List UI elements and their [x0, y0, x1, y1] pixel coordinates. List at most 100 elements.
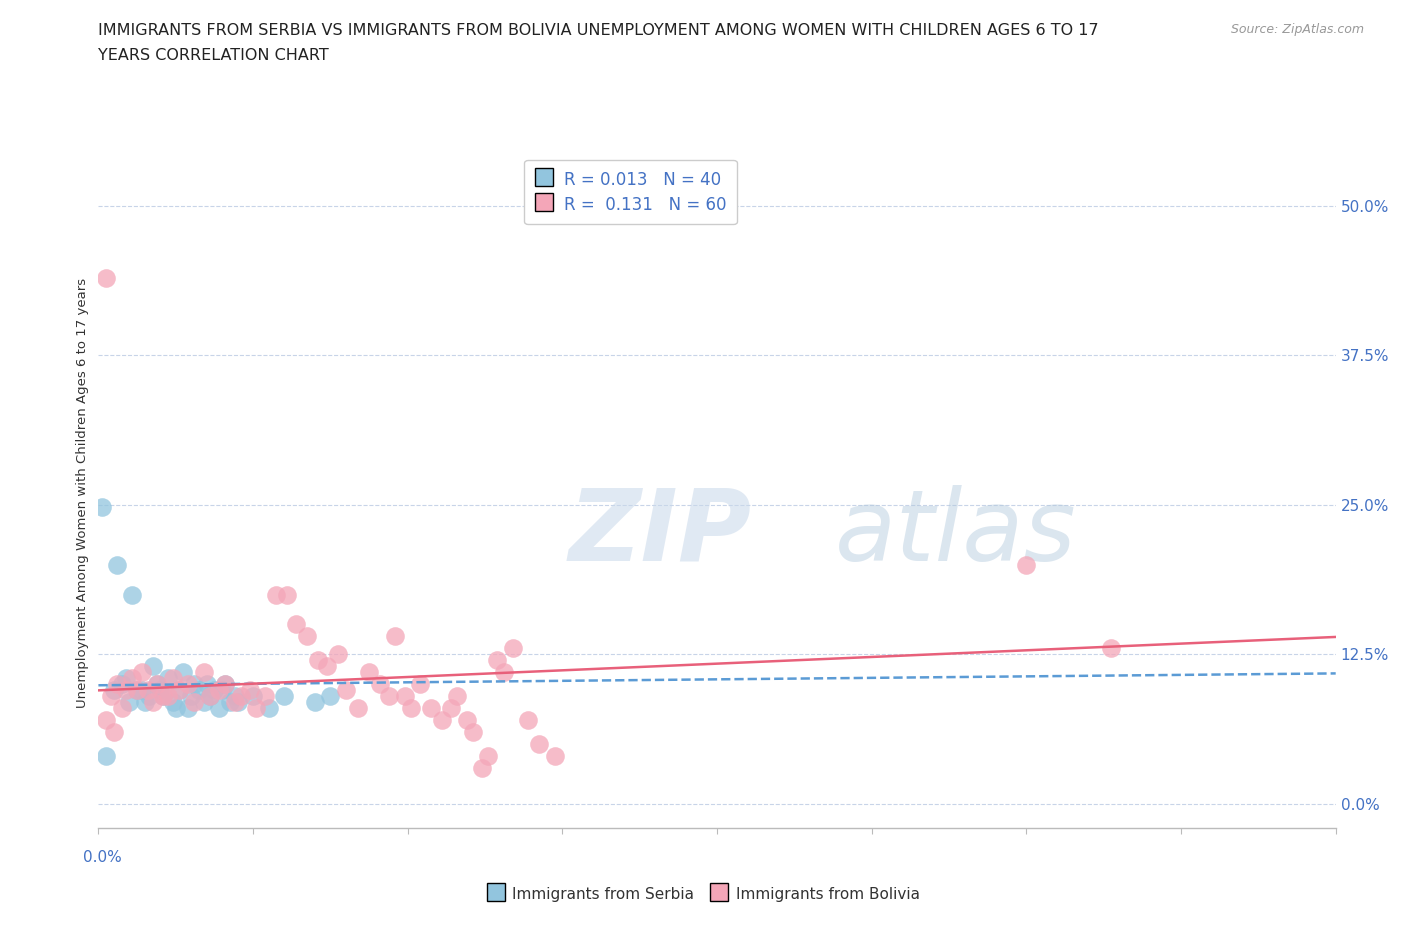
- Point: [100, 689, 122, 704]
- Point: [245, 700, 267, 715]
- Point: [1015, 557, 1038, 572]
- Point: [419, 700, 441, 715]
- Y-axis label: Unemployment Among Women with Children Ages 6 to 17 years: Unemployment Among Women with Children A…: [76, 278, 89, 708]
- Point: [121, 587, 143, 602]
- Point: [138, 689, 160, 704]
- Point: [486, 653, 509, 668]
- Point: [162, 671, 184, 685]
- Point: [316, 658, 339, 673]
- Point: [188, 683, 211, 698]
- Point: [440, 700, 463, 715]
- Point: [359, 665, 381, 680]
- Point: [214, 677, 236, 692]
- Point: [430, 712, 453, 727]
- Text: 0.0%: 0.0%: [83, 850, 122, 865]
- Point: [193, 665, 215, 680]
- Text: YEARS CORRELATION CHART: YEARS CORRELATION CHART: [98, 48, 329, 63]
- Point: [224, 689, 246, 704]
- Text: Source: ZipAtlas.com: Source: ZipAtlas.com: [1230, 23, 1364, 36]
- Point: [121, 671, 143, 685]
- Point: [502, 641, 524, 656]
- Point: [157, 689, 180, 704]
- Legend: Immigrants from Serbia, Immigrants from Bolivia: Immigrants from Serbia, Immigrants from …: [481, 879, 925, 909]
- Point: [96, 271, 118, 286]
- Point: [157, 671, 180, 685]
- Point: [477, 749, 499, 764]
- Point: [142, 658, 165, 673]
- Point: [347, 700, 370, 715]
- Point: [149, 683, 172, 698]
- Point: [167, 683, 190, 698]
- Point: [115, 671, 138, 685]
- Point: [1099, 641, 1122, 656]
- Point: [172, 665, 194, 680]
- Point: [226, 695, 249, 710]
- Point: [242, 689, 264, 704]
- Text: atlas: atlas: [835, 485, 1076, 581]
- Point: [224, 695, 246, 710]
- Point: [257, 700, 280, 715]
- Point: [111, 700, 134, 715]
- Point: [146, 677, 169, 692]
- Point: [304, 695, 326, 710]
- Point: [273, 689, 295, 704]
- Point: [204, 683, 226, 698]
- Legend: R = 0.013   N = 40, R =  0.131   N = 60: R = 0.013 N = 40, R = 0.131 N = 60: [524, 160, 737, 224]
- Point: [167, 683, 190, 698]
- Point: [165, 700, 187, 715]
- Point: [285, 617, 308, 631]
- Point: [471, 761, 494, 776]
- Point: [368, 677, 391, 692]
- Text: IMMIGRANTS FROM SERBIA VS IMMIGRANTS FROM BOLIVIA UNEMPLOYMENT AMONG WOMEN WITH : IMMIGRANTS FROM SERBIA VS IMMIGRANTS FRO…: [98, 23, 1099, 38]
- Point: [136, 683, 159, 698]
- Point: [127, 683, 149, 698]
- Point: [208, 700, 231, 715]
- Point: [399, 700, 422, 715]
- Point: [177, 700, 200, 715]
- Point: [307, 653, 329, 668]
- Point: [409, 677, 432, 692]
- Point: [118, 695, 141, 710]
- Point: [103, 724, 125, 739]
- Point: [195, 677, 218, 692]
- Point: [180, 689, 202, 704]
- Point: [146, 677, 169, 692]
- Point: [446, 689, 468, 704]
- Point: [529, 737, 551, 751]
- Point: [134, 695, 156, 710]
- Point: [384, 629, 406, 644]
- Point: [127, 683, 149, 698]
- Point: [239, 683, 262, 698]
- Point: [96, 712, 118, 727]
- Point: [131, 665, 153, 680]
- Point: [183, 677, 205, 692]
- Point: [319, 689, 342, 704]
- Point: [219, 695, 242, 710]
- Point: [326, 647, 350, 662]
- Point: [378, 689, 401, 704]
- Point: [198, 689, 221, 704]
- Point: [111, 677, 134, 692]
- Point: [456, 712, 478, 727]
- Point: [394, 689, 416, 704]
- Point: [208, 683, 231, 698]
- Point: [517, 712, 540, 727]
- Point: [543, 749, 565, 764]
- Point: [105, 557, 128, 572]
- Point: [131, 683, 153, 698]
- Point: [105, 677, 128, 692]
- Point: [229, 689, 252, 704]
- Point: [276, 587, 298, 602]
- Point: [96, 749, 118, 764]
- Point: [162, 695, 184, 710]
- Text: ZIP: ZIP: [568, 485, 752, 581]
- Point: [115, 683, 138, 698]
- Point: [492, 665, 515, 680]
- Point: [214, 677, 236, 692]
- Point: [335, 683, 357, 698]
- Point: [198, 689, 221, 704]
- Point: [152, 689, 174, 704]
- Point: [183, 695, 205, 710]
- Point: [177, 677, 200, 692]
- Point: [297, 629, 319, 644]
